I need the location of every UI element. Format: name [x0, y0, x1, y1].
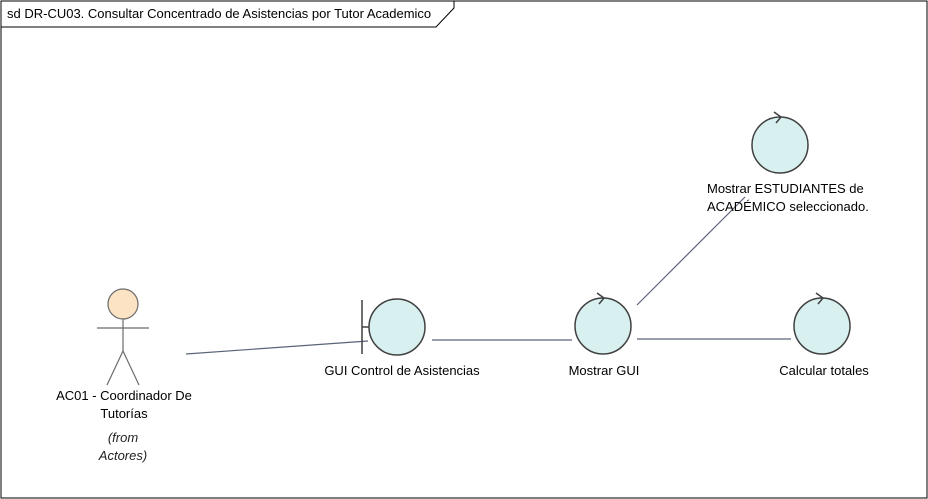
boundary-label: GUI Control de Asistencias	[324, 363, 480, 378]
actor-figure[interactable]	[97, 288, 149, 386]
actor-head	[107, 288, 139, 320]
frame-title: sd DR-CU03. Consultar Concentrado de Asi…	[7, 6, 432, 21]
actor-name-line2: Tutorías	[100, 406, 148, 421]
control-mostrar-estudiantes[interactable]	[751, 111, 809, 174]
mostrar-gui-label: Mostrar GUI	[568, 363, 640, 378]
mostrar-estudiantes-label-line1: Mostrar ESTUDIANTES de	[707, 181, 864, 196]
boundary-circle	[368, 298, 426, 356]
control-mostrar-gui[interactable]	[574, 292, 632, 355]
connector-actor-to-boundary	[185, 340, 369, 355]
mostrar-estudiantes-label-line2: ACADÉMICO seleccionado.	[707, 199, 869, 214]
boundary-gui-control-asistencias[interactable]	[361, 298, 426, 356]
connector-mostrar-gui-to-mostrar-estudiantes	[636, 196, 746, 306]
frame-title-tab	[1, 1, 455, 28]
actor-from-line1: (from	[107, 430, 139, 445]
actor-name-line1: AC01 - Coordinador De	[56, 388, 192, 403]
control-calcular-totales[interactable]	[793, 292, 851, 355]
calcular-totales-label: Calcular totales	[779, 363, 869, 378]
actor-from-line2: Actores)	[98, 448, 148, 463]
